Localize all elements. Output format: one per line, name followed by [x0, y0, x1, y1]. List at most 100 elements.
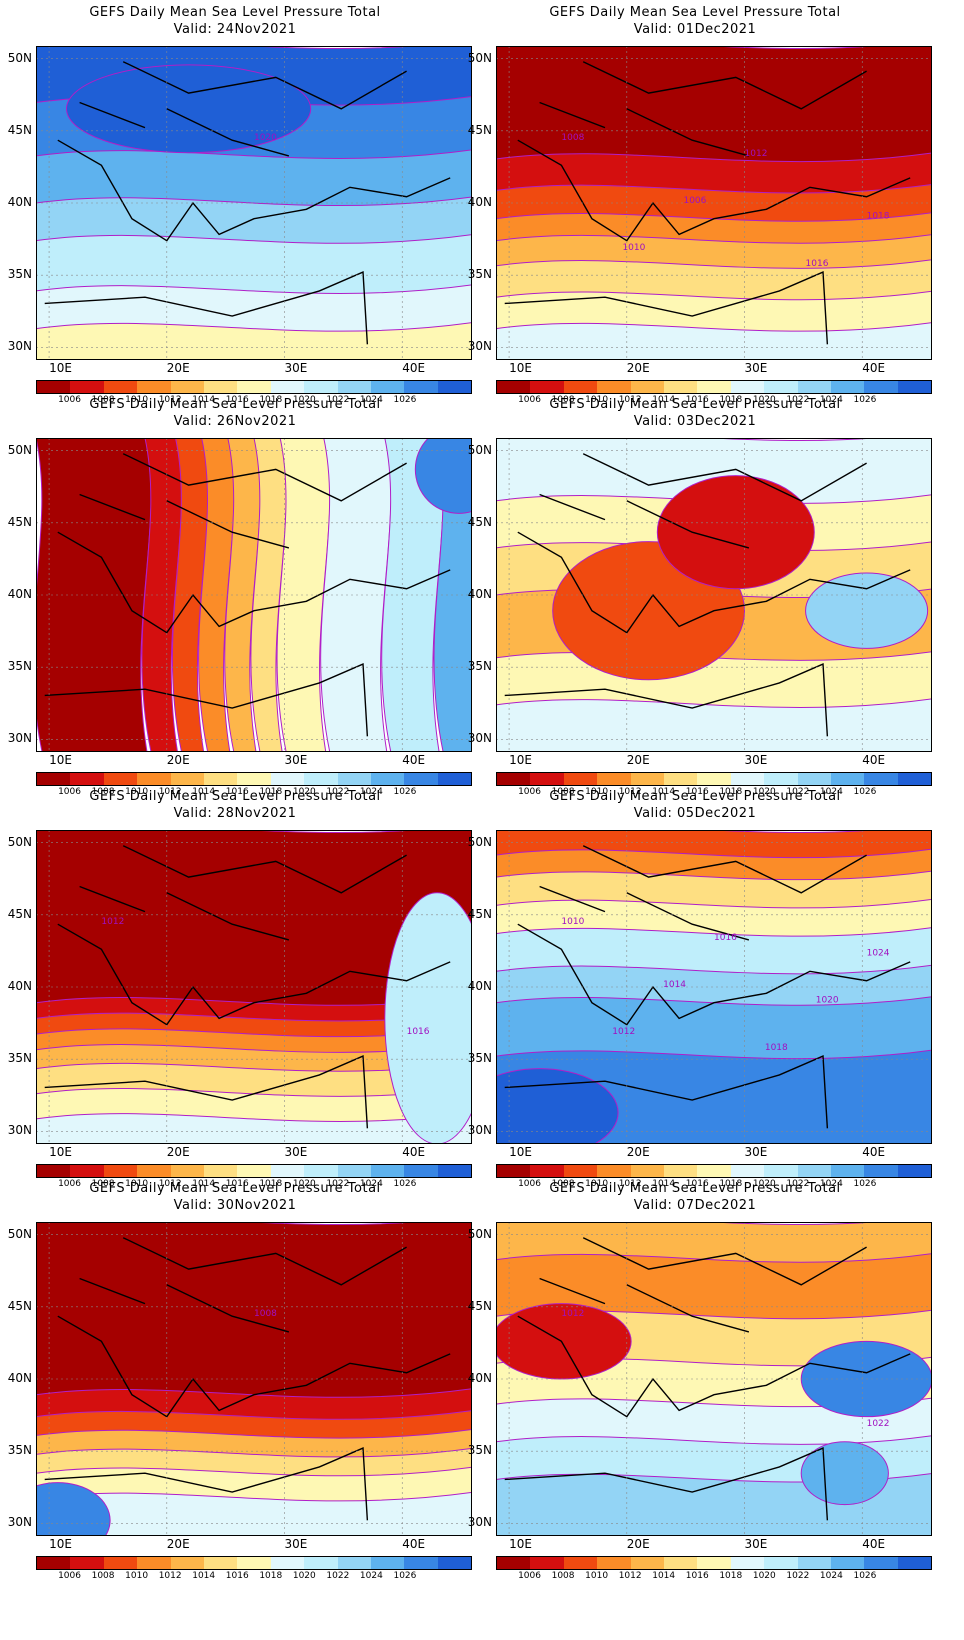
panel-valid-date: Valid: 28Nov2021 — [173, 806, 297, 821]
colorbar-tick-label: 1016 — [225, 787, 249, 797]
contour-label: 1012 — [745, 149, 768, 159]
colorbar-tick-label: 1020 — [292, 1571, 316, 1581]
lat-tick-label: 30N — [7, 731, 32, 746]
colorbar-swatch — [270, 1165, 305, 1177]
colorbar-ticks: 1006 1008 1010 1012 1014 1016 1018 1020 1022 1024… — [36, 787, 472, 799]
colorbar-swatch — [830, 381, 865, 393]
lon-tick-label: 10E — [509, 361, 532, 375]
colorbar-swatch — [764, 1557, 798, 1569]
colorbar-tick-label: 1014 — [652, 1571, 676, 1581]
lon-tick-label: 20E — [166, 1537, 190, 1551]
colorbar-swatch — [70, 381, 104, 393]
colorbar-tick-label: 1012 — [158, 787, 182, 797]
lon-tick-label: 10E — [509, 753, 532, 767]
colorbar-swatch — [337, 381, 371, 393]
lat-tick-label: 35N — [7, 1051, 32, 1066]
colorbar-tick-label: 1018 — [259, 395, 283, 405]
colorbar-swatch — [203, 381, 238, 393]
pressure-map-svg: 1012 1022 — [491, 1215, 933, 1560]
lon-tick-label: 40E — [402, 753, 426, 767]
colorbar-swatch — [663, 381, 698, 393]
colorbar-swatch — [404, 381, 438, 393]
colorbar-tick-label: 1024 — [819, 787, 843, 797]
colorbar-swatch — [697, 1557, 731, 1569]
colorbar-swatch — [730, 1165, 765, 1177]
lon-tick-label: 40E — [402, 1145, 426, 1159]
map-panel: GEFS Daily Mean Sea Level Pressure Total… — [460, 784, 933, 1189]
pressure-map-svg: 1008 — [4, 1215, 473, 1560]
colorbar-swatch — [370, 1165, 405, 1177]
pressure-map-svg — [32, 424, 504, 753]
pressure-map: 1010 1012 1014 1016 1018 1020 1024 — [460, 823, 933, 1168]
colorbar-swatch — [304, 381, 338, 393]
colorbar-swatch — [270, 1557, 305, 1569]
pressure-map: 1008 — [4, 1215, 473, 1560]
lon-tick-label: 30E — [284, 1537, 308, 1551]
lat-tick-label: 30N — [467, 731, 492, 746]
colorbar-swatch — [70, 1165, 104, 1177]
colorbar-swatch — [137, 381, 171, 393]
lat-tick-label: 50N — [7, 1226, 32, 1241]
panel-title: GEFS Daily Mean Sea Level Pressure Total — [89, 5, 381, 20]
contour-label: 1016 — [806, 259, 829, 269]
lat-tick-label: 35N — [467, 267, 492, 282]
lat-tick-label: 45N — [7, 906, 32, 921]
colorbar-swatch — [203, 1165, 238, 1177]
lat-tick-label: 50N — [7, 50, 32, 65]
panel-valid-date: Valid: 05Dec2021 — [633, 806, 757, 821]
contour-label: 1010 — [561, 917, 584, 927]
colorbar-swatch — [37, 1165, 71, 1177]
colorbar-swatch — [864, 773, 898, 785]
colorbar-tick-label: 1008 — [91, 787, 115, 797]
panel-title: GEFS Daily Mean Sea Level Pressure Total — [549, 1181, 841, 1196]
lat-tick-label: 35N — [7, 659, 32, 674]
colorbar-tick-label: 1018 — [259, 1571, 283, 1581]
colorbar — [36, 772, 472, 786]
colorbar-swatch — [530, 1165, 564, 1177]
colorbar-tick-label: 1022 — [786, 787, 810, 797]
map-frame — [36, 46, 472, 360]
colorbar-swatch — [897, 1165, 932, 1177]
pressure-cell — [656, 475, 815, 590]
colorbar-swatch — [663, 1557, 698, 1569]
colorbar-tick-label: 1026 — [853, 787, 877, 797]
colorbar-tick-label: 1026 — [393, 1571, 417, 1581]
panel-title: GEFS Daily Mean Sea Level Pressure Total — [549, 5, 841, 20]
colorbar-tick-label: 1020 — [752, 787, 776, 797]
colorbar-swatch — [103, 1165, 138, 1177]
panel-title: GEFS Daily Mean Sea Level Pressure Total — [549, 397, 841, 412]
colorbar-swatch — [697, 773, 731, 785]
lat-tick-label: 50N — [467, 442, 492, 457]
colorbar-tick-label: 1006 — [518, 787, 541, 797]
colorbar-swatch — [630, 773, 664, 785]
colorbar-swatch — [137, 773, 171, 785]
lon-tick-label: 30E — [744, 361, 768, 375]
colorbar-swatch — [897, 1557, 932, 1569]
colorbar-swatch — [170, 381, 204, 393]
map-frame — [36, 1222, 472, 1536]
colorbar-swatch — [370, 381, 405, 393]
colorbar-swatch — [730, 381, 765, 393]
contour-label: 1012 — [101, 917, 124, 927]
colorbar-swatch — [70, 773, 104, 785]
lat-tick-label: 45N — [467, 1298, 492, 1313]
colorbar-swatch — [304, 773, 338, 785]
colorbar-tick-label: 1026 — [393, 787, 417, 797]
colorbar-tick-label: 1016 — [685, 1179, 709, 1189]
pressure-map-svg: 1012 1016 — [35, 823, 490, 1168]
lon-tick-label: 10E — [509, 1145, 532, 1159]
colorbar-swatch — [103, 381, 138, 393]
colorbar-swatch — [370, 1557, 405, 1569]
lon-tick-label: 20E — [166, 361, 190, 375]
colorbar-swatch — [563, 1165, 598, 1177]
colorbar-tick-label: 1018 — [719, 1179, 743, 1189]
colorbar-tick-label: 1016 — [225, 1179, 249, 1189]
colorbar-tick-label: 1008 — [91, 1571, 115, 1581]
colorbar-ticks: 1006 1008 1010 1012 1014 1016 1018 1020 1022 1024… — [36, 395, 472, 407]
map-panel: GEFS Daily Mean Sea Level Pressure Total… — [0, 0, 473, 405]
colorbar-swatch — [437, 1165, 472, 1177]
lat-tick-label: 40N — [467, 587, 492, 601]
map-frame — [496, 46, 932, 360]
colorbar-swatch — [764, 773, 798, 785]
lat-tick-label: 45N — [7, 514, 32, 529]
